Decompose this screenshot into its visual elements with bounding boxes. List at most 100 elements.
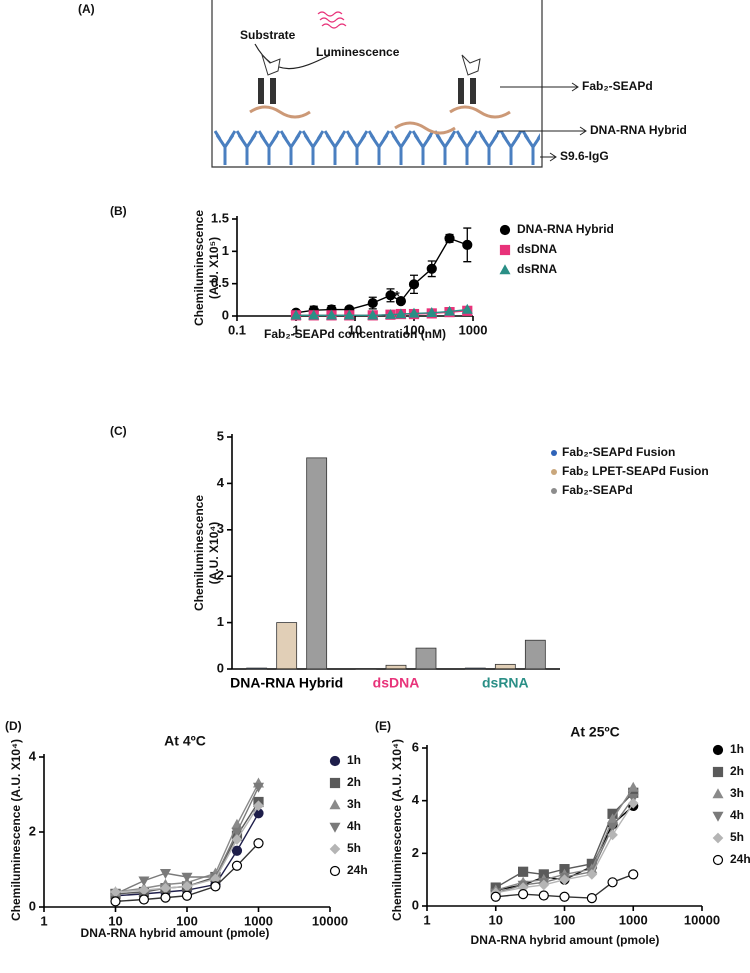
legend-marker — [499, 264, 511, 275]
y-axis-label: Chemiluminescence (A.U. X10⁴) — [9, 739, 23, 921]
data-point — [231, 845, 243, 856]
legend-marker — [712, 788, 724, 799]
y-tick-label: 1.5 — [211, 210, 229, 225]
y-tick-label: 0 — [217, 660, 224, 675]
legend-marker — [712, 744, 724, 756]
legend-label: 4h — [730, 808, 744, 822]
panel-a: (A) Substrate Luminescence Fab₂-SEAPd DN… — [78, 0, 687, 168]
legend-marker — [551, 450, 557, 456]
data-point — [231, 834, 243, 845]
legend-marker — [712, 854, 724, 866]
fab-complex-right — [394, 54, 511, 135]
x-tick-label: 1 — [292, 322, 299, 337]
data-point — [559, 891, 570, 902]
data-point — [290, 309, 302, 320]
y-tick-label: 2 — [412, 845, 419, 860]
data-point — [607, 813, 619, 824]
legend-label: 4h — [347, 819, 361, 833]
data-point — [253, 838, 264, 849]
panel-label: (E) — [375, 719, 391, 733]
legend-label: dsRNA — [517, 262, 557, 276]
substrate-label: Substrate — [240, 28, 296, 42]
y-tick-label: 6 — [412, 739, 419, 754]
data-point — [586, 869, 598, 880]
chart-title: At 25ºC — [570, 724, 619, 740]
data-point — [253, 800, 264, 812]
s96-antibodies — [214, 125, 540, 165]
y-axis-label: Chemiluminescence (A.U. X10⁴) — [390, 739, 404, 921]
panel-label: (D) — [5, 719, 22, 733]
legend-marker — [551, 469, 557, 475]
x-tick-label: dsDNA — [373, 675, 420, 691]
data-point — [395, 308, 407, 319]
legend-label: 2h — [347, 775, 361, 789]
series-line — [295, 237, 468, 314]
y-tick-label: 0 — [222, 307, 229, 322]
data-point — [138, 894, 150, 905]
y-tick-label: 4 — [29, 748, 37, 763]
pointer-arrows — [497, 82, 587, 162]
legend-label: Fab₂-SEAPd — [562, 483, 633, 497]
data-point — [607, 822, 619, 833]
x-tick-label: 1000 — [244, 913, 273, 928]
y-tick-label: 0 — [412, 897, 419, 912]
y-tick-label: 4 — [217, 475, 225, 490]
x-tick-label: 1000 — [459, 322, 488, 337]
legend-marker — [712, 832, 724, 844]
x-axis-label: Fab₂-SEAPd concentration (nM) — [264, 327, 446, 341]
legend-marker — [329, 755, 341, 767]
y-axis-label: (A.U. X10⁴) — [207, 522, 221, 585]
x-tick-label: 1 — [423, 912, 430, 927]
data-point — [538, 879, 550, 891]
data-point — [538, 890, 549, 901]
y-tick-label: 1 — [222, 243, 229, 258]
data-point — [231, 827, 243, 838]
data-point — [252, 782, 265, 793]
legend-label: dsDNA — [517, 242, 557, 256]
y-tick-label: 4 — [412, 792, 420, 807]
bar — [306, 457, 328, 670]
legend-label: 24h — [347, 863, 368, 877]
data-point — [160, 892, 171, 903]
panel-label: (A) — [78, 2, 95, 16]
bar — [464, 667, 486, 670]
data-point — [395, 296, 407, 307]
data-point — [518, 866, 529, 877]
data-point — [181, 890, 193, 901]
x-tick-label: 10 — [348, 322, 362, 337]
legend-label: 5h — [730, 830, 744, 844]
legend-label: Fab₂ LPET-SEAPd Fusion — [562, 464, 709, 478]
x-axis-label: DNA-RNA hybrid amount (pmole) — [81, 926, 270, 940]
legend-marker — [329, 822, 341, 833]
legend-marker — [499, 224, 511, 236]
legend-marker — [329, 777, 341, 789]
panel-label: (C) — [110, 424, 127, 438]
fab-complex-left — [249, 54, 311, 119]
y-axis-label: Chemiluminescence — [192, 495, 206, 611]
annotation: * — [394, 288, 400, 304]
y-tick-label: 3 — [217, 521, 224, 536]
legend-marker — [329, 843, 341, 855]
data-point — [628, 869, 639, 880]
fab-label: Fab₂-SEAPd — [582, 79, 653, 93]
light-waves — [317, 11, 347, 29]
y-tick-label: 5 — [217, 428, 224, 443]
legend-marker — [329, 865, 341, 877]
data-point — [444, 305, 456, 316]
x-tick-label: 100 — [403, 322, 425, 337]
data-point — [210, 881, 221, 892]
data-point — [159, 869, 171, 879]
bar — [415, 647, 437, 670]
data-point — [559, 874, 570, 886]
data-point — [367, 309, 379, 320]
legend-marker — [329, 799, 341, 810]
legend-label: 5h — [347, 841, 361, 855]
y-tick-label: 1 — [217, 614, 224, 629]
legend-label: 24h — [730, 852, 750, 866]
data-point — [326, 309, 338, 320]
x-tick-label: 10000 — [684, 912, 720, 927]
data-point — [426, 263, 437, 274]
x-tick-label: 100 — [554, 912, 576, 927]
panel-label: (B) — [110, 204, 127, 218]
